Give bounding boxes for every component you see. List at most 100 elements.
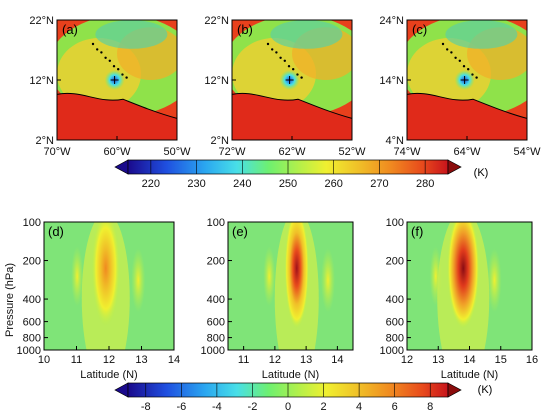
x-axis-title: Latitude (N) (262, 369, 319, 381)
colorbar-low-arrow (114, 159, 129, 175)
island-dot (112, 65, 116, 68)
colorbar-tick-label: 270 (370, 178, 388, 190)
colorbar-tick-label: 220 (142, 178, 160, 190)
island-dot (462, 65, 466, 68)
x-tick-label: 16 (526, 354, 538, 366)
y-axis-title: Pressure (hPa) (4, 263, 16, 337)
island-dot (108, 59, 112, 62)
panel-label: (e) (232, 224, 248, 239)
x-tick-label: 64°W (453, 146, 481, 158)
x-tick-label: 50°W (163, 146, 191, 158)
island-dot (283, 59, 286, 62)
y-tick-label: 400 (386, 294, 404, 306)
x-tick-label: 60°W (103, 146, 131, 158)
colorbar-bottom-unit: (K) (478, 384, 493, 396)
island-dot (271, 48, 274, 51)
colorbar-low-arrow (114, 382, 129, 398)
x-tick-label: 52°W (338, 146, 366, 158)
x-tick-label: 12 (401, 354, 413, 366)
warm-core-anomaly (91, 222, 120, 327)
y-tick-label: 12°N (29, 75, 54, 87)
island-dot (287, 65, 291, 68)
island-dot (275, 51, 278, 54)
y-tick-label: 22°N (204, 15, 229, 27)
colorbar-tick-label: -8 (141, 401, 151, 413)
map-panel-3: 74°W 64°W 54°W 24°N 14°N 4°N (c) (379, 15, 541, 158)
panel-label: (b) (237, 22, 253, 37)
colorbar-tick-label: 0 (285, 401, 291, 413)
colorbar-tick-label: 8 (427, 401, 433, 413)
y-tick-label: 600 (207, 317, 225, 329)
x-tick-label: 14 (168, 354, 180, 366)
x-tick-label: 13 (432, 354, 444, 366)
coastline (57, 92, 177, 119)
x-tick-label: 10 (38, 354, 50, 366)
x-axis-title: Latitude (N) (441, 369, 498, 381)
colorbar-tick-label: -6 (176, 401, 186, 413)
y-tick-label: 800 (23, 333, 41, 345)
y-tick-label: 24°N (379, 15, 404, 27)
panel-label: (c) (412, 22, 427, 37)
colorbar-tick-label: 240 (233, 178, 251, 190)
y-tick-label: 200 (207, 256, 225, 268)
colorbar-tick-label: 6 (392, 401, 398, 413)
coastline (232, 92, 352, 119)
island-dot (300, 76, 303, 79)
island-dot (467, 68, 470, 71)
x-tick-label: 13 (135, 354, 147, 366)
colorbar-tick-label: 280 (416, 178, 434, 190)
colorbar-tick-label: 230 (187, 178, 205, 190)
map-panel-1: 70°W 60°W 50°W 22°N 12°N 2°N (a) (29, 15, 191, 158)
y-tick-label: 100 (386, 217, 404, 229)
bottom-colorbar: -8 -6 -4 -2 0 2 4 6 8 (K) (114, 382, 493, 413)
y-tick-label: 200 (386, 256, 404, 268)
x-tick-label: 14 (463, 354, 475, 366)
top-colorbar: 220 230 240 250 260 270 280 (K) (114, 159, 489, 190)
island-dot (100, 51, 103, 54)
island-dot (446, 48, 449, 51)
island-dot (454, 56, 457, 59)
island-dot (117, 68, 120, 71)
y-tick-label: 100 (23, 217, 41, 229)
x-axis-title: Latitude (N) (80, 369, 137, 381)
island-dot (441, 42, 445, 46)
y-tick-label: 400 (207, 294, 225, 306)
x-tick-label: 12 (103, 354, 115, 366)
x-tick-label: 13 (300, 354, 312, 366)
y-tick-label: 800 (386, 333, 404, 345)
y-tick-label: 4°N (386, 135, 405, 147)
y-tick-label: 12°N (204, 75, 229, 87)
map-panel-2: 72°W 62°W 52°W 22°N 12°N 2°N (b) (204, 15, 366, 158)
colorbar-high-arrow (447, 159, 462, 175)
colorbar-high-arrow (447, 382, 462, 398)
colorbar-top-unit: (K) (474, 167, 489, 179)
colorbar-tick-label: -2 (248, 401, 258, 413)
x-tick-label: 12 (269, 354, 281, 366)
y-tick-label: 1000 (380, 345, 404, 357)
island-dot (266, 42, 270, 46)
coastline (407, 92, 527, 119)
island-dot (279, 56, 282, 59)
y-tick-label: 14°N (379, 75, 404, 87)
island-dot (125, 76, 128, 79)
y-tick-label: 100 (207, 217, 225, 229)
y-tick-label: 600 (23, 317, 41, 329)
x-tick-label: 11 (238, 354, 249, 366)
x-tick-label: 11 (71, 354, 82, 366)
panel-label: (a) (62, 22, 78, 37)
island-dot (91, 42, 95, 46)
y-tick-label: 800 (207, 333, 225, 345)
panel-frame (227, 221, 354, 351)
x-tick-label: 62°W (278, 146, 306, 158)
y-tick-label: 1000 (201, 345, 225, 357)
x-tick-label: 74°W (393, 146, 421, 158)
x-tick-label: 70°W (43, 146, 71, 158)
y-tick-label: 22°N (29, 15, 54, 27)
y-tick-label: 1000 (17, 345, 41, 357)
colorbar-tick-label: 2 (320, 401, 326, 413)
